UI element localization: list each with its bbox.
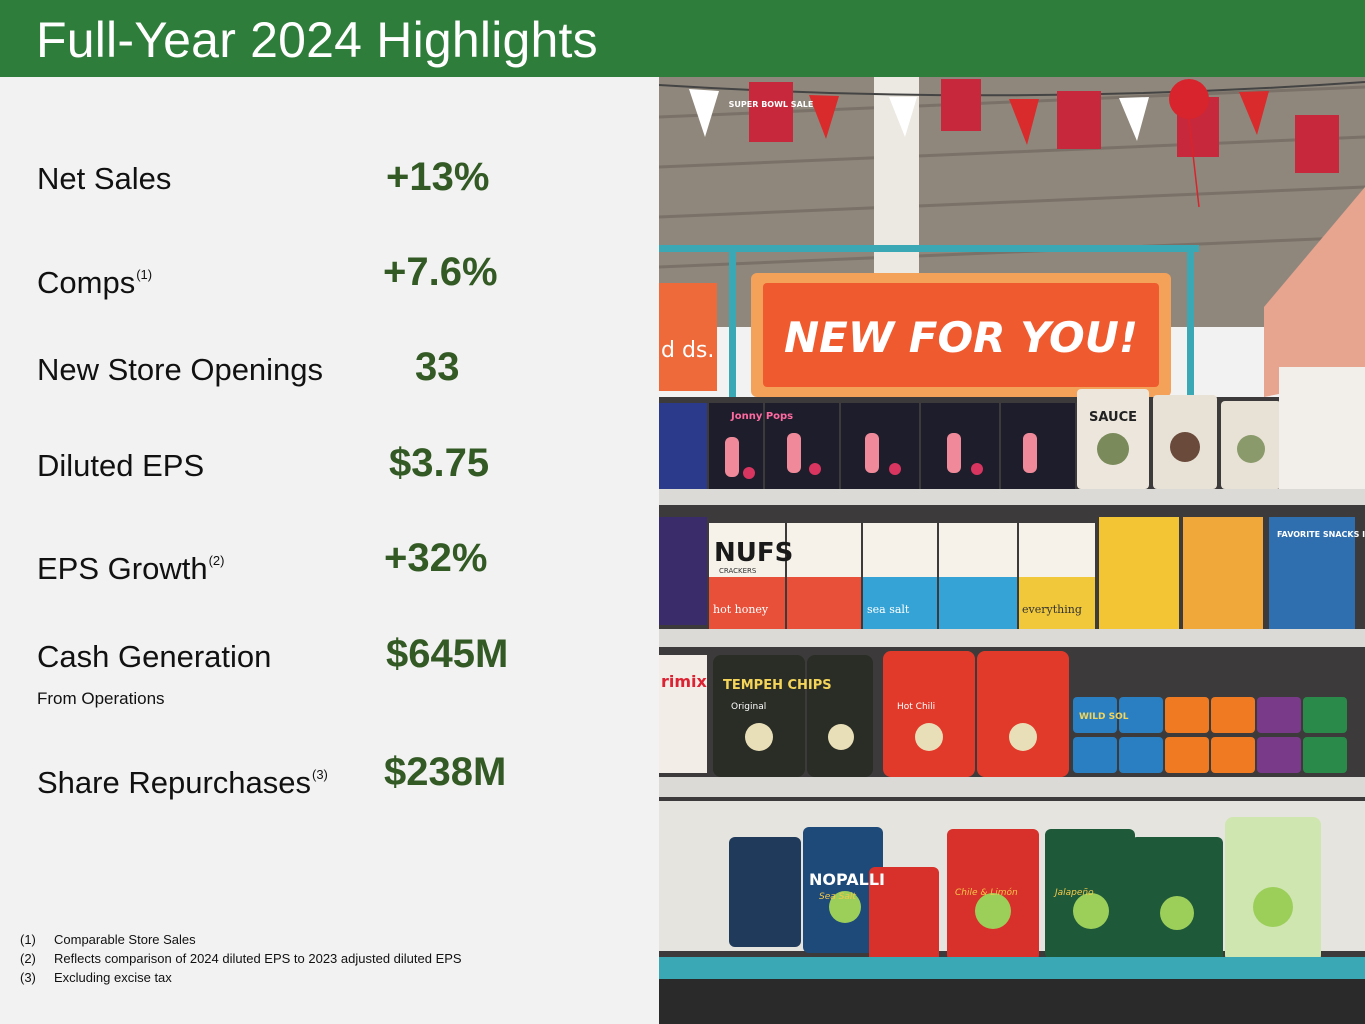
metric-value-share-repurchases: $238M	[384, 750, 507, 794]
jalapeno-flavor: Jalapeño	[1053, 888, 1094, 898]
shelf-row-1: Jonny Pops SAUCE	[659, 367, 1365, 505]
page-title: Full-Year 2024 Highlights	[36, 12, 598, 68]
crackers-label: CRACKERS	[719, 567, 757, 575]
metric-value-new-stores: 33	[415, 345, 460, 389]
sauce-label: SAUCE	[1089, 410, 1137, 425]
shelf-row-2: NUFS CRACKERS hot honey sea salt everyth…	[659, 517, 1365, 647]
new-for-you-sign	[763, 283, 1159, 387]
footnote-ref-2: (2)	[208, 553, 225, 568]
nufs-label: NUFS	[714, 538, 793, 568]
metric-value-cash-generation: $645M	[386, 632, 509, 676]
wild-sol-label: WILD SOL	[1079, 712, 1129, 722]
highlights-panel	[0, 77, 658, 1024]
new-for-you-text: NEW FOR YOU!	[784, 313, 1138, 362]
footnote-3: (3) Excluding excise tax	[20, 970, 172, 985]
store-shelf-photo: SUPER BOWL SALE NEW FOR YOU! d ds.	[659, 77, 1365, 1024]
footnote-ref-3: (3)	[312, 767, 328, 782]
metric-label-eps-growth: EPS Growth(2)	[37, 551, 225, 586]
footnote-ref-1: (1)	[136, 267, 153, 282]
footnotes: (1) Comparable Store Sales (2) Reflects co…	[20, 930, 462, 987]
metric-value-eps-growth: +32%	[384, 536, 488, 580]
left-sign-text: d ds.	[661, 338, 714, 363]
footnote-1: (1) Comparable Store Sales	[20, 932, 196, 947]
original-label: Original	[731, 702, 766, 712]
metric-label-net-sales: Net Sales	[37, 161, 172, 196]
hanging-sign: SUPER BOWL SALE	[729, 79, 1339, 173]
metric-label-new-stores: New Store Openings	[37, 352, 324, 387]
side-sign	[1264, 187, 1365, 397]
title-bar: Full-Year 2024 Highlights	[0, 0, 1365, 77]
metric-label-comps: Comps(1)	[37, 265, 153, 300]
nopalli-label: NOPALLI	[809, 870, 885, 889]
metric-label-cash-generation: Cash Generation	[37, 639, 272, 674]
shelf-row-3: rimix TEMPEH CHIPS Original Hot Chili WI…	[659, 651, 1365, 797]
hanging-sign-text: SUPER BOWL SALE	[729, 100, 814, 109]
favorite-snacks-label: FAVORITE SNACKS IN ONE!	[1277, 530, 1365, 539]
tempeh-chips-label: TEMPEH CHIPS	[723, 678, 832, 693]
hot-chili-label: Hot Chili	[897, 702, 935, 712]
shelf-row-4: NOPALLI Sea Salt Chile & Limón Jalapeño	[659, 801, 1365, 1024]
everything-label: everything	[1022, 603, 1082, 616]
metric-label-share-repurchases: Share Repurchases(3)	[37, 765, 328, 800]
hot-honey-label: hot honey	[713, 603, 769, 616]
jonny-pops-label: Jonny Pops	[730, 411, 793, 422]
sea-salt-label: sea salt	[867, 603, 910, 616]
metric-value-comps: +7.6%	[383, 250, 498, 294]
metric-value-net-sales: +13%	[386, 155, 490, 199]
chile-limon-flavor: Chile & Limón	[955, 887, 1018, 898]
rimix-label: rimix	[661, 672, 708, 691]
footnote-2: (2) Reflects comparison of 2024 diluted E…	[20, 951, 462, 966]
sea-salt-flavor: Sea Salt	[819, 892, 856, 902]
metric-sublabel-cash-generation: From Operations	[37, 689, 165, 708]
metric-value-diluted-eps: $3.75	[389, 441, 490, 485]
metric-label-diluted-eps: Diluted EPS	[37, 448, 205, 483]
